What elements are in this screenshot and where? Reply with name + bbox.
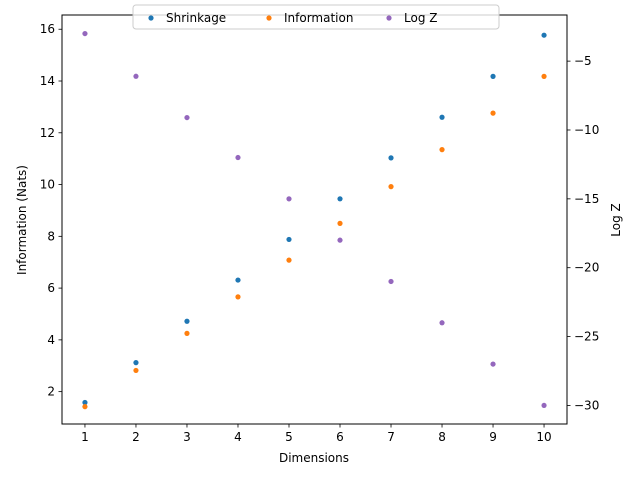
y-tick-label: 12	[40, 126, 55, 140]
y-tick-label: 2	[47, 385, 55, 399]
shrinkage-point	[133, 360, 139, 366]
y2-tick-label: −5	[574, 54, 592, 68]
legend-item-information: Information	[266, 11, 353, 25]
shrinkage-point	[388, 155, 394, 161]
x-tick-label: 1	[81, 430, 89, 444]
x-tick-label: 2	[132, 430, 140, 444]
y2-tick-label: −20	[574, 261, 599, 275]
shrinkage-point	[286, 236, 292, 243]
legend: Shrinkage Information Log Z	[132, 4, 500, 30]
x-axis-label: Dimensions	[279, 451, 349, 465]
log-z-point	[541, 402, 547, 409]
y-axis-label: Information (Nats)	[15, 165, 29, 275]
shrinkage-point	[235, 277, 241, 283]
y-tick-label: 4	[47, 333, 55, 347]
y2-tick-label: −30	[574, 398, 599, 412]
x-tick-label: 10	[536, 430, 551, 444]
shrinkage-point	[184, 318, 190, 324]
log-z-point	[490, 361, 496, 367]
legend-item-log-z: Log Z	[386, 11, 437, 25]
information-point	[388, 184, 394, 190]
legend-marker-information	[266, 15, 272, 21]
log-z-point	[388, 278, 394, 285]
y2-tick-label: −10	[574, 123, 599, 137]
shrinkage-point	[490, 73, 496, 79]
x-tick-label: 8	[438, 430, 446, 444]
information-point	[286, 257, 292, 263]
log-z-point	[439, 320, 445, 326]
log-z-point	[82, 30, 88, 37]
chart-marks	[82, 30, 547, 410]
y-tick-label: 14	[40, 74, 55, 88]
legend-box	[132, 4, 500, 30]
log-z-point	[235, 154, 241, 161]
log-z-point	[286, 196, 292, 202]
information-point	[184, 330, 190, 336]
x-tick-label: 6	[336, 430, 344, 444]
y-tick-label: 16	[40, 22, 55, 36]
legend-label-information: Information	[284, 11, 353, 25]
information-point	[82, 404, 88, 410]
x-tick-label: 3	[183, 430, 191, 444]
y-tick-label: 10	[40, 178, 55, 192]
information-point	[439, 147, 445, 153]
legend-marker-shrinkage	[148, 15, 154, 21]
log-z-point	[133, 73, 139, 79]
log-z-point	[184, 114, 190, 121]
y2-tick-label: −15	[574, 192, 599, 206]
information-point	[235, 294, 241, 300]
y2-axis-label: Log Z	[609, 203, 623, 236]
information-point	[133, 367, 139, 374]
x-tick-label: 9	[489, 430, 497, 444]
legend-item-shrinkage: Shrinkage	[148, 11, 226, 25]
legend-marker-log-z	[386, 15, 392, 21]
x-tick-label: 4	[234, 430, 242, 444]
plot-area	[62, 15, 567, 424]
shrinkage-point	[439, 114, 445, 120]
legend-label-shrinkage: Shrinkage	[166, 11, 226, 25]
y2-tick-label: −25	[574, 330, 599, 344]
information-point	[490, 110, 496, 116]
legend-label-log-z: Log Z	[404, 11, 437, 25]
y-tick-label: 6	[47, 281, 55, 295]
y-tick-label: 8	[47, 229, 55, 243]
shrinkage-point	[82, 399, 88, 406]
x-tick-label: 5	[285, 430, 293, 444]
x-tick-label: 7	[387, 430, 395, 444]
shrinkage-point	[541, 32, 547, 38]
information-point	[541, 73, 547, 79]
information-point	[337, 220, 343, 226]
log-z-point	[337, 237, 343, 243]
shrinkage-point	[337, 196, 343, 202]
